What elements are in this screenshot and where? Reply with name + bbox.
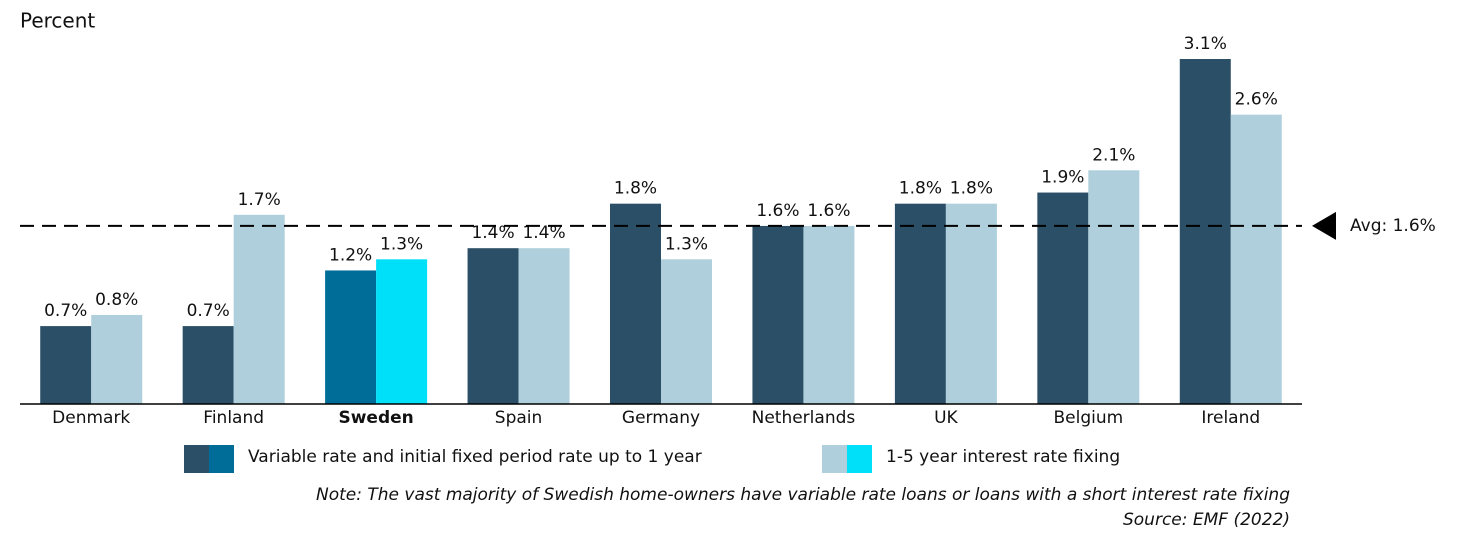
x-tick-label: Netherlands — [752, 408, 856, 428]
data-label: 1.3% — [665, 234, 708, 254]
bar — [661, 259, 712, 404]
data-label: 1.4% — [471, 223, 514, 243]
bar — [233, 214, 285, 404]
bar — [803, 225, 855, 404]
data-label: 3.1% — [1184, 34, 1227, 54]
data-label: 1.9% — [1041, 168, 1084, 188]
data-label: 1.6% — [756, 201, 799, 221]
data-label: 1.2% — [329, 245, 372, 265]
x-tick-label: UK — [934, 408, 958, 428]
bar — [467, 248, 519, 404]
bar — [1037, 192, 1089, 404]
x-tick-label: Denmark — [52, 408, 130, 428]
x-tick-label: Spain — [495, 408, 543, 428]
bar — [610, 203, 661, 404]
data-label: 1.8% — [950, 179, 993, 199]
average-marker — [1312, 211, 1336, 240]
legend-swatch — [184, 445, 209, 473]
data-label: 1.6% — [807, 201, 850, 221]
bar — [376, 259, 428, 404]
legend-label: 1-5 year interest rate fixing — [886, 447, 1120, 467]
bar — [325, 270, 377, 404]
data-label: 0.7% — [187, 301, 230, 321]
bar — [752, 225, 804, 404]
data-label: 1.3% — [380, 234, 423, 254]
bar — [1179, 59, 1231, 404]
chart-subtitle: Percent — [20, 9, 95, 33]
bar — [1088, 170, 1140, 404]
x-tick-label: Sweden — [338, 408, 413, 428]
data-label: 0.8% — [95, 290, 138, 310]
note: Note: The vast majority of Swedish home-… — [316, 485, 1290, 505]
x-tick-label: Ireland — [1201, 408, 1260, 428]
bar — [518, 248, 570, 404]
bar — [91, 314, 143, 404]
legend-swatch — [822, 445, 847, 473]
legend-swatch — [847, 445, 872, 473]
bar — [182, 326, 234, 404]
x-tick-label: Finland — [203, 408, 264, 428]
data-label: 2.6% — [1235, 90, 1278, 110]
data-label: 1.7% — [238, 190, 281, 210]
legend-label: Variable rate and initial fixed period r… — [248, 447, 702, 467]
bar — [894, 203, 946, 404]
data-label: 1.8% — [614, 179, 657, 199]
x-tick-label: Germany — [622, 408, 700, 428]
x-tick-label: Belgium — [1053, 408, 1123, 428]
data-label: 0.7% — [44, 301, 87, 321]
source: Source: EMF (2022) — [1123, 510, 1290, 530]
average-label: Avg: 1.6% — [1350, 216, 1436, 236]
data-label: 2.1% — [1092, 145, 1135, 165]
bar — [1230, 114, 1282, 404]
data-label: 1.4% — [522, 223, 565, 243]
legend-swatch — [209, 445, 234, 473]
data-label: 1.8% — [899, 179, 942, 199]
bar — [40, 326, 92, 404]
bar — [945, 203, 997, 404]
